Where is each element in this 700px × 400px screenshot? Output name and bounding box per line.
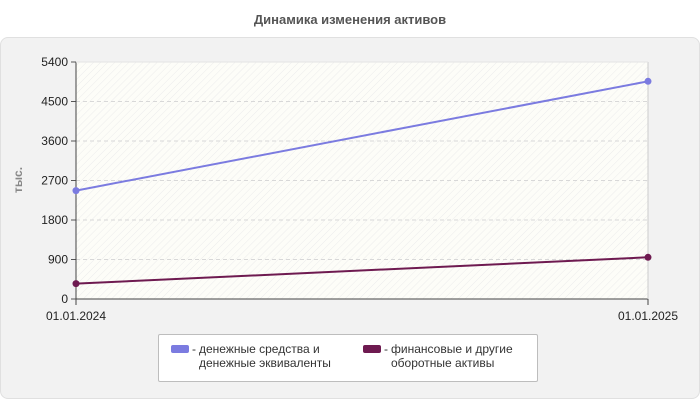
y-tick-label: 900 bbox=[48, 253, 68, 267]
chart-title: Динамика изменения активов bbox=[253, 12, 447, 27]
legend-item-financial: - финансовые и другие оборотные активы bbox=[363, 342, 533, 370]
legend-dash: - bbox=[192, 342, 196, 356]
legend-dash: - bbox=[384, 342, 388, 356]
y-tick-label: 2700 bbox=[41, 174, 68, 188]
legend-swatch-cash bbox=[171, 345, 189, 353]
x-tick-label: 01.01.2024 bbox=[46, 309, 106, 323]
chart-legend: - денежные средства и денежные эквивален… bbox=[158, 334, 538, 382]
data-point-0-1 bbox=[644, 77, 652, 85]
legend-label-financial: финансовые и другие оборотные активы bbox=[391, 342, 513, 370]
series-line-0 bbox=[75, 80, 649, 192]
data-point-1-1 bbox=[644, 253, 652, 261]
y-tick-label: 4500 bbox=[41, 95, 68, 109]
y-tick-label: 1800 bbox=[41, 213, 68, 227]
y-tick-label: 0 bbox=[61, 292, 68, 306]
y-tick-label: 3600 bbox=[41, 134, 68, 148]
legend-label-cash: денежные средства и денежные эквиваленты bbox=[199, 342, 331, 370]
x-tick-label: 01.01.2025 bbox=[618, 309, 678, 323]
y-axis-label: тыс. bbox=[11, 167, 25, 193]
legend-swatch-financial bbox=[363, 345, 381, 353]
data-point-1-0 bbox=[72, 280, 80, 288]
legend-item-cash: - денежные средства и денежные эквивален… bbox=[171, 342, 359, 370]
data-point-0-0 bbox=[72, 187, 80, 195]
y-tick-label: 5400 bbox=[41, 55, 68, 69]
series-line-1 bbox=[75, 256, 649, 285]
